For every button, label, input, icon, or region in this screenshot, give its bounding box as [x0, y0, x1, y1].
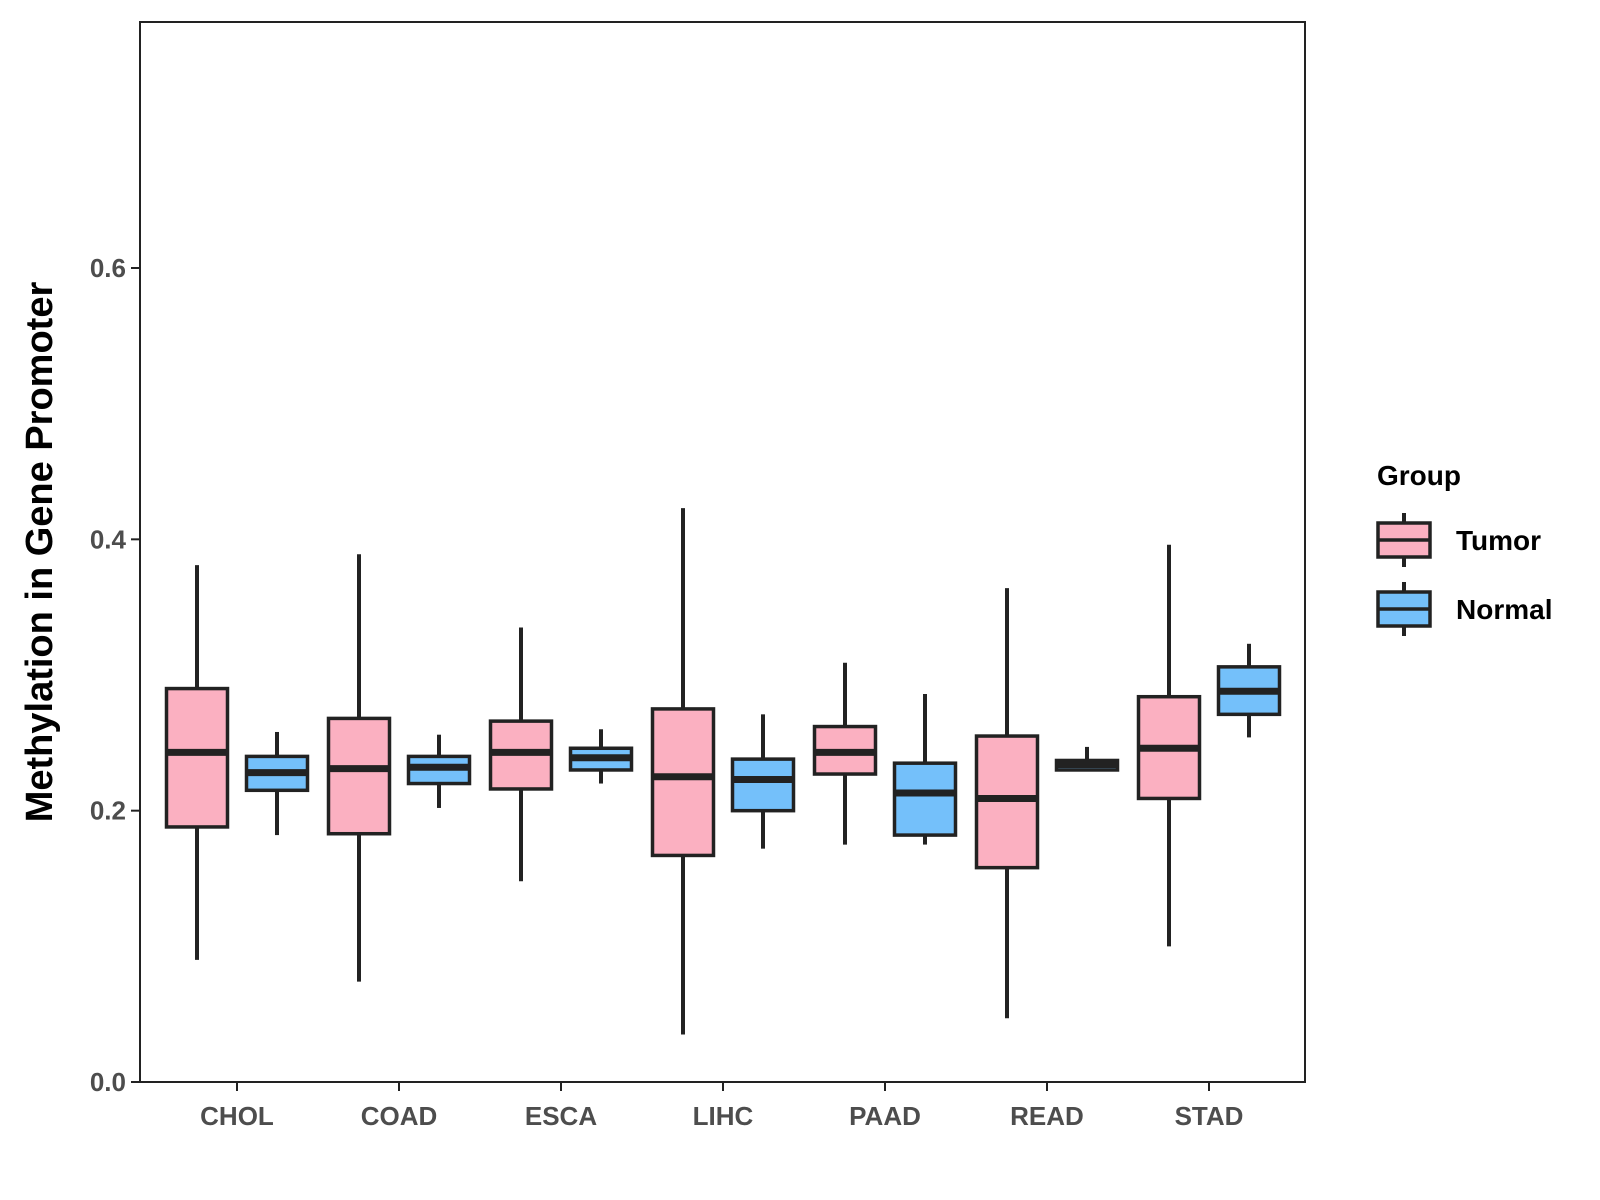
x-tick-label-stad: STAD: [1175, 1101, 1244, 1131]
y-tick-label: 0.6: [90, 253, 126, 283]
box-normal-chol: [244, 731, 310, 836]
legend-label-normal: Normal: [1456, 594, 1552, 625]
box-iqr: [164, 686, 230, 829]
box-normal-paad: [892, 693, 958, 845]
box-series: [164, 508, 1282, 1035]
y-axis-title: Methylation in Gene Promoter: [19, 282, 61, 823]
legend-items: Tumor Normal: [1376, 513, 1552, 636]
box-tumor-esca: [488, 627, 554, 882]
legend-item-normal: Normal: [1376, 582, 1552, 636]
x-tick-label-read: READ: [1010, 1101, 1084, 1131]
box-iqr: [730, 757, 796, 813]
box-tumor-chol: [164, 565, 230, 960]
box-tumor-paad: [812, 662, 878, 845]
x-tick-label-esca: ESCA: [525, 1101, 597, 1131]
box-iqr: [650, 707, 716, 858]
y-tick-label: 0.4: [90, 524, 127, 554]
x-tick-label-chol: CHOL: [200, 1101, 274, 1131]
box-iqr: [326, 716, 392, 836]
x-tick-label-coad: COAD: [361, 1101, 438, 1131]
plot-panel: [139, 21, 1306, 1083]
box-normal-lihc: [730, 714, 796, 849]
y-tick-label: 0.2: [90, 796, 126, 826]
y-axis: 0.0 0.2 0.4 0.6: [90, 253, 140, 1097]
legend: Group Tumor Normal: [1376, 460, 1552, 636]
box-tumor-read: [974, 588, 1040, 1019]
box-normal-stad: [1216, 643, 1282, 738]
legend-label-tumor: Tumor: [1456, 525, 1541, 556]
box-normal-esca: [568, 729, 634, 784]
legend-item-tumor: Tumor: [1376, 513, 1541, 567]
box-normal-read: [1054, 746, 1120, 772]
box-normal-coad: [406, 734, 472, 808]
legend-title: Group: [1377, 460, 1461, 491]
box-tumor-lihc: [650, 508, 716, 1035]
box-tumor-coad: [326, 554, 392, 982]
x-tick-label-lihc: LIHC: [693, 1101, 754, 1131]
x-axis: CHOL COAD ESCA LIHC PAAD READ STAD: [200, 1082, 1243, 1131]
box-tumor-stad: [1136, 544, 1202, 947]
y-tick-label: 0.0: [90, 1067, 126, 1097]
x-tick-label-paad: PAAD: [849, 1101, 921, 1131]
box-iqr: [892, 761, 958, 837]
